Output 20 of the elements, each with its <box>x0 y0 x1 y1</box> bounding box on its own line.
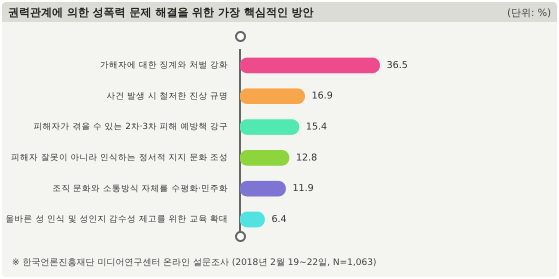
data-label: 16.9 <box>312 90 333 102</box>
y-tick-label: 올바른 성 인식 및 성인지 감수성 제고를 위한 교육 확대 <box>6 214 228 225</box>
chart-title: 권력관계에 의한 성폭력 문제 해결을 위한 가장 핵심적인 방안 <box>8 5 314 20</box>
bar <box>240 119 300 135</box>
text: (단위: %) <box>507 7 551 20</box>
bar <box>240 180 286 197</box>
y-tick-label: 피해자 잘못이 아니라 인식하는 정서적 지지 문화 조성 <box>11 153 228 164</box>
text: ※ 한국언론진흥재단 미디어연구센터 온라인 설문조사 (2018년 2월 19~22일, N=1,063) <box>12 257 376 269</box>
data-label: 11.9 <box>292 183 314 194</box>
bar <box>240 58 380 74</box>
y-tick-label: 조직 문화와 소통방식 자체를 수평화·민주화 <box>52 184 228 194</box>
bar <box>240 150 290 166</box>
y-tick-label: 사건 발생 시 철저한 진상 규명 <box>106 91 228 102</box>
y-tick-label: 피해자가 겪을 수 있는 2차·3차 피해 예방책 강구 <box>34 122 228 132</box>
bar <box>240 88 305 104</box>
data-label: 36.5 <box>386 60 408 71</box>
data-label: 12.8 <box>296 152 318 164</box>
y-tick-label: 가해자에 대한 징계와 처벌 강화 <box>100 60 228 71</box>
data-label: 15.4 <box>306 122 328 133</box>
data-label: 6.4 <box>271 214 287 225</box>
